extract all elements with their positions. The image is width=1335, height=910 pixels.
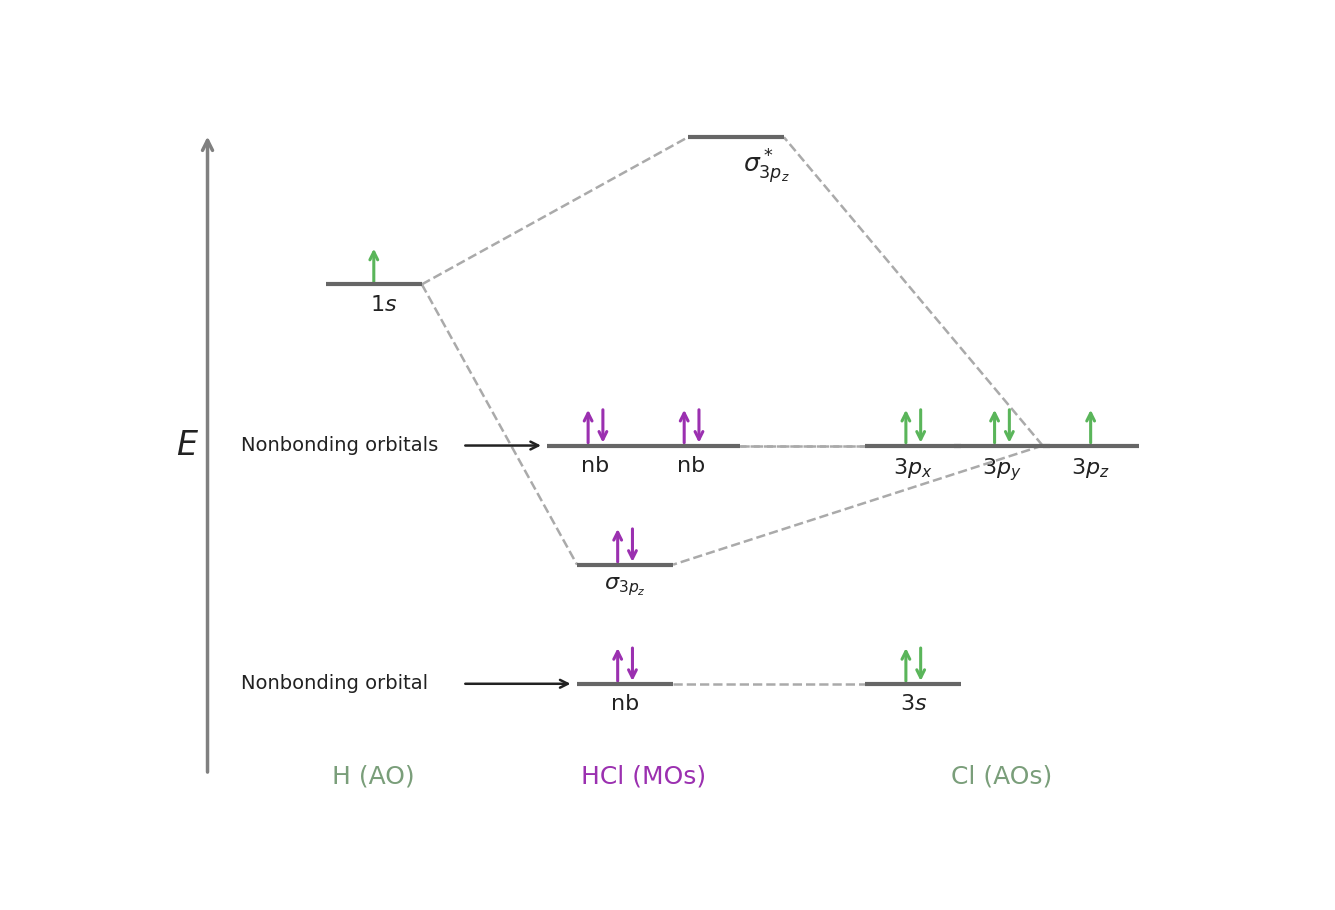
Text: $3p_y$: $3p_y$	[983, 456, 1021, 483]
Text: Nonbonding orbitals: Nonbonding orbitals	[240, 436, 438, 455]
Text: $3p_x$: $3p_x$	[893, 456, 933, 480]
Text: $3p_z$: $3p_z$	[1071, 456, 1109, 480]
Text: nb: nb	[611, 694, 639, 714]
Text: $1s$: $1s$	[370, 295, 398, 315]
Text: nb: nb	[581, 456, 610, 476]
Text: HCl (MOs): HCl (MOs)	[581, 765, 706, 789]
Text: $\sigma^*_{3p_z}$: $\sigma^*_{3p_z}$	[744, 147, 790, 187]
Text: nb: nb	[677, 456, 706, 476]
Text: Cl (AOs): Cl (AOs)	[952, 765, 1052, 789]
Text: H (AO): H (AO)	[332, 765, 415, 789]
Text: Nonbonding orbital: Nonbonding orbital	[240, 674, 429, 693]
Text: $3s$: $3s$	[900, 694, 926, 714]
Text: $E$: $E$	[176, 429, 199, 462]
Text: $\sigma_{3p_z}$: $\sigma_{3p_z}$	[605, 575, 646, 598]
